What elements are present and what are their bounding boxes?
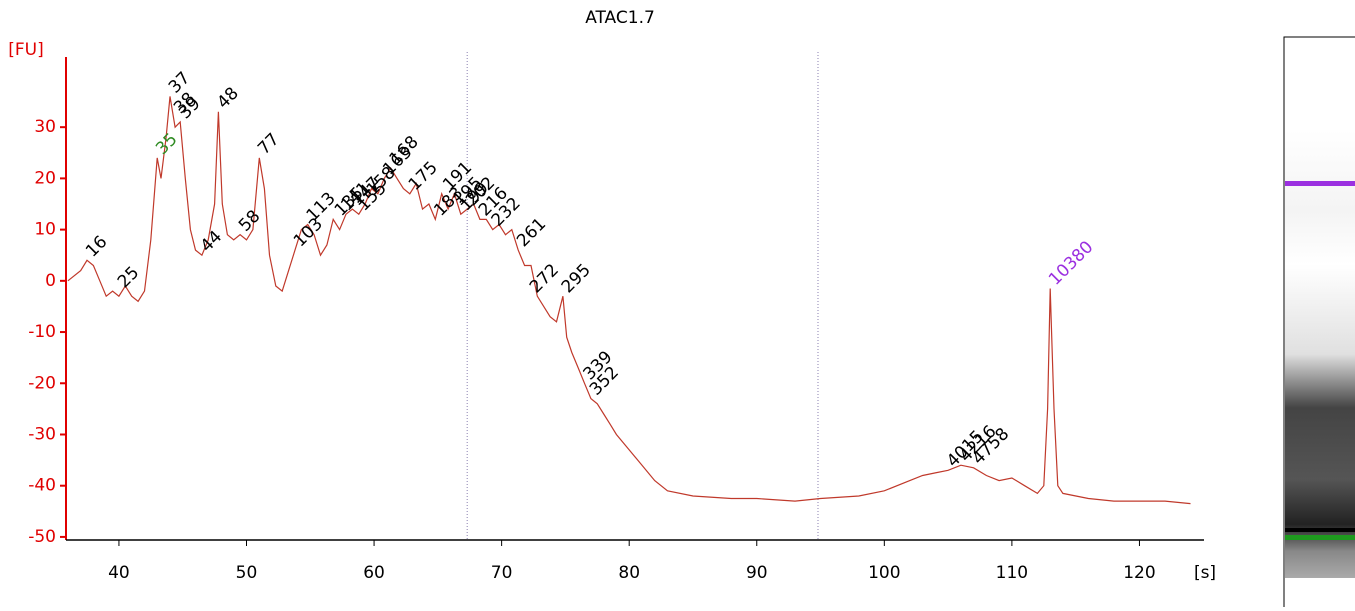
x-tick-label: 40 [108, 563, 130, 583]
trace [67, 96, 1191, 505]
peak-label: 77 [254, 130, 283, 159]
y-tick-label: -30 [28, 424, 56, 444]
peak-label: 44 [197, 227, 226, 256]
peak-label: 16 [82, 232, 111, 261]
peak-label: 48 [213, 83, 242, 112]
chart-title: ATAC1.7 [585, 8, 655, 28]
y-tick-label: -20 [28, 373, 56, 393]
gel-upper-marker [1285, 181, 1355, 186]
gel-band [1285, 528, 1355, 532]
peak-label: 10380 [1045, 237, 1097, 289]
x-tick-label: 110 [996, 563, 1028, 583]
gel-lane [1283, 36, 1355, 611]
gel-smear [1285, 130, 1355, 578]
peak-label: 58 [235, 206, 264, 235]
x-tick-label: 120 [1123, 563, 1155, 583]
peak-label: 35 [152, 130, 181, 159]
y-tick-label: -50 [28, 527, 56, 547]
y-tick-label: 0 [45, 271, 56, 291]
x-tick-label: 90 [746, 563, 768, 583]
x-tick-label: 50 [236, 563, 258, 583]
x-tick-label: 100 [868, 563, 900, 583]
peak-label: 25 [114, 263, 143, 292]
peak-label: 175 [405, 158, 442, 195]
y-tick-label: -40 [28, 476, 56, 496]
peak-label: 261 [513, 214, 550, 251]
y-axis-label: [FU] [8, 40, 44, 60]
x-tick-label: 80 [618, 563, 640, 583]
y-tick-label: -10 [28, 322, 56, 342]
x-axis-label: [s] [1194, 563, 1216, 583]
y-tick-label: 20 [34, 168, 56, 188]
x-tick-label: 70 [491, 563, 513, 583]
y-tick-label: 10 [34, 220, 56, 240]
peak-label: 295 [558, 260, 595, 297]
gel-lower-marker [1285, 535, 1355, 540]
y-tick-label: 30 [34, 117, 56, 137]
x-tick-label: 60 [363, 563, 385, 583]
